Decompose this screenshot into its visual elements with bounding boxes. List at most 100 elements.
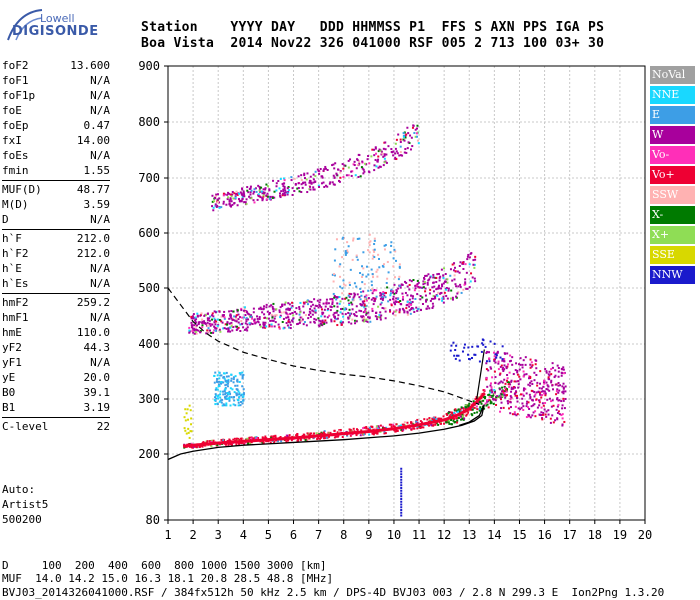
echo-point [401, 154, 404, 157]
echo-point [366, 158, 369, 161]
echo-point [296, 435, 299, 438]
echo-point [334, 162, 337, 165]
echo-point [257, 184, 260, 187]
oblique-echo-point [223, 389, 226, 392]
echo-point [364, 162, 367, 165]
oblique-echo-point [236, 379, 239, 382]
oblique-echo-point [334, 248, 337, 251]
echo-point [387, 300, 390, 303]
echo-point [278, 327, 281, 330]
echo-point [224, 323, 227, 326]
spread-f-point [516, 400, 519, 403]
echo-point [241, 441, 244, 444]
spread-f-point [521, 366, 524, 369]
echo-point [260, 308, 263, 311]
echo-point [500, 393, 503, 396]
echo-point [298, 190, 301, 193]
y-tick-label: 900 [138, 59, 160, 73]
param-value: 3.59 [83, 198, 111, 211]
echo-point [379, 303, 382, 306]
echo-point [480, 402, 483, 405]
interference-point [400, 509, 403, 511]
oblique-echo-point [383, 248, 386, 251]
echo-point [402, 134, 405, 137]
echo-point [438, 287, 441, 290]
spread-f-point [510, 386, 513, 389]
nnw-echo-point [458, 359, 461, 362]
spread-f-point [516, 373, 519, 376]
oblique-echo-point [227, 375, 230, 378]
spread-f-point [544, 392, 547, 395]
echo-point [375, 165, 378, 168]
echo-point [232, 326, 235, 329]
echo-point [361, 160, 364, 163]
y-tick-label: 700 [138, 171, 160, 185]
echo-point [374, 431, 377, 434]
echo-point [282, 188, 285, 191]
echo-point [262, 323, 265, 326]
echo-point [333, 429, 336, 432]
echo-point [222, 200, 225, 203]
echo-point [309, 180, 312, 183]
echo-point [234, 319, 237, 322]
echo-point [230, 443, 233, 446]
echo-point [264, 435, 267, 438]
echo-point [308, 310, 311, 313]
echo-point [340, 320, 343, 323]
echo-point [242, 194, 245, 197]
spread-f-point [493, 359, 496, 362]
param-row: foE N/A [2, 103, 110, 118]
spread-f-point [551, 414, 554, 417]
echo-point [461, 262, 464, 265]
spread-f-point [510, 379, 513, 382]
echo-point [468, 402, 471, 405]
echo-point [221, 314, 224, 317]
spread-f-point [540, 396, 543, 399]
echo-point [240, 200, 243, 203]
oblique-echo-point [356, 237, 359, 240]
echo-point [330, 318, 333, 321]
echo-point [340, 322, 343, 325]
echo-point [445, 412, 448, 415]
spread-f-point [530, 365, 533, 368]
echo-point [370, 425, 373, 428]
echo-point [339, 171, 342, 174]
echo-point [266, 195, 269, 198]
echo-point [239, 191, 242, 194]
spread-f-point [546, 388, 549, 391]
x-tick-label: 14 [487, 528, 501, 542]
echo-point [190, 315, 193, 318]
echo-point [214, 323, 217, 326]
spread-f-point [555, 393, 558, 396]
echo-point [402, 308, 405, 311]
nnw-echo-point [468, 357, 471, 360]
echo-point [262, 326, 265, 329]
echo-point [399, 138, 402, 141]
spread-f-point [507, 402, 510, 405]
echo-point [353, 160, 356, 163]
echo-point [422, 280, 425, 283]
oblique-echo-point [384, 296, 387, 299]
echo-point [352, 296, 355, 299]
echo-point [456, 409, 459, 412]
echo-point [237, 326, 240, 329]
echo-point [367, 170, 370, 173]
spread-f-point [561, 385, 564, 388]
echo-point [432, 281, 435, 284]
echo-point [249, 193, 252, 196]
spread-f-point [509, 397, 512, 400]
echo-point [479, 406, 482, 409]
echo-point [354, 322, 357, 325]
echo-point [459, 283, 462, 286]
echo-point [333, 295, 336, 298]
spread-f-point [531, 399, 534, 402]
oblique-echo-point [232, 403, 235, 406]
oblique-echo-point [359, 287, 362, 290]
echo-point [377, 305, 380, 308]
echo-point [353, 430, 356, 433]
echo-point [445, 286, 448, 289]
param-value: 3.19 [83, 401, 111, 414]
oblique-echo-point [224, 387, 227, 390]
echo-point [242, 438, 245, 441]
echo-point [286, 193, 289, 196]
